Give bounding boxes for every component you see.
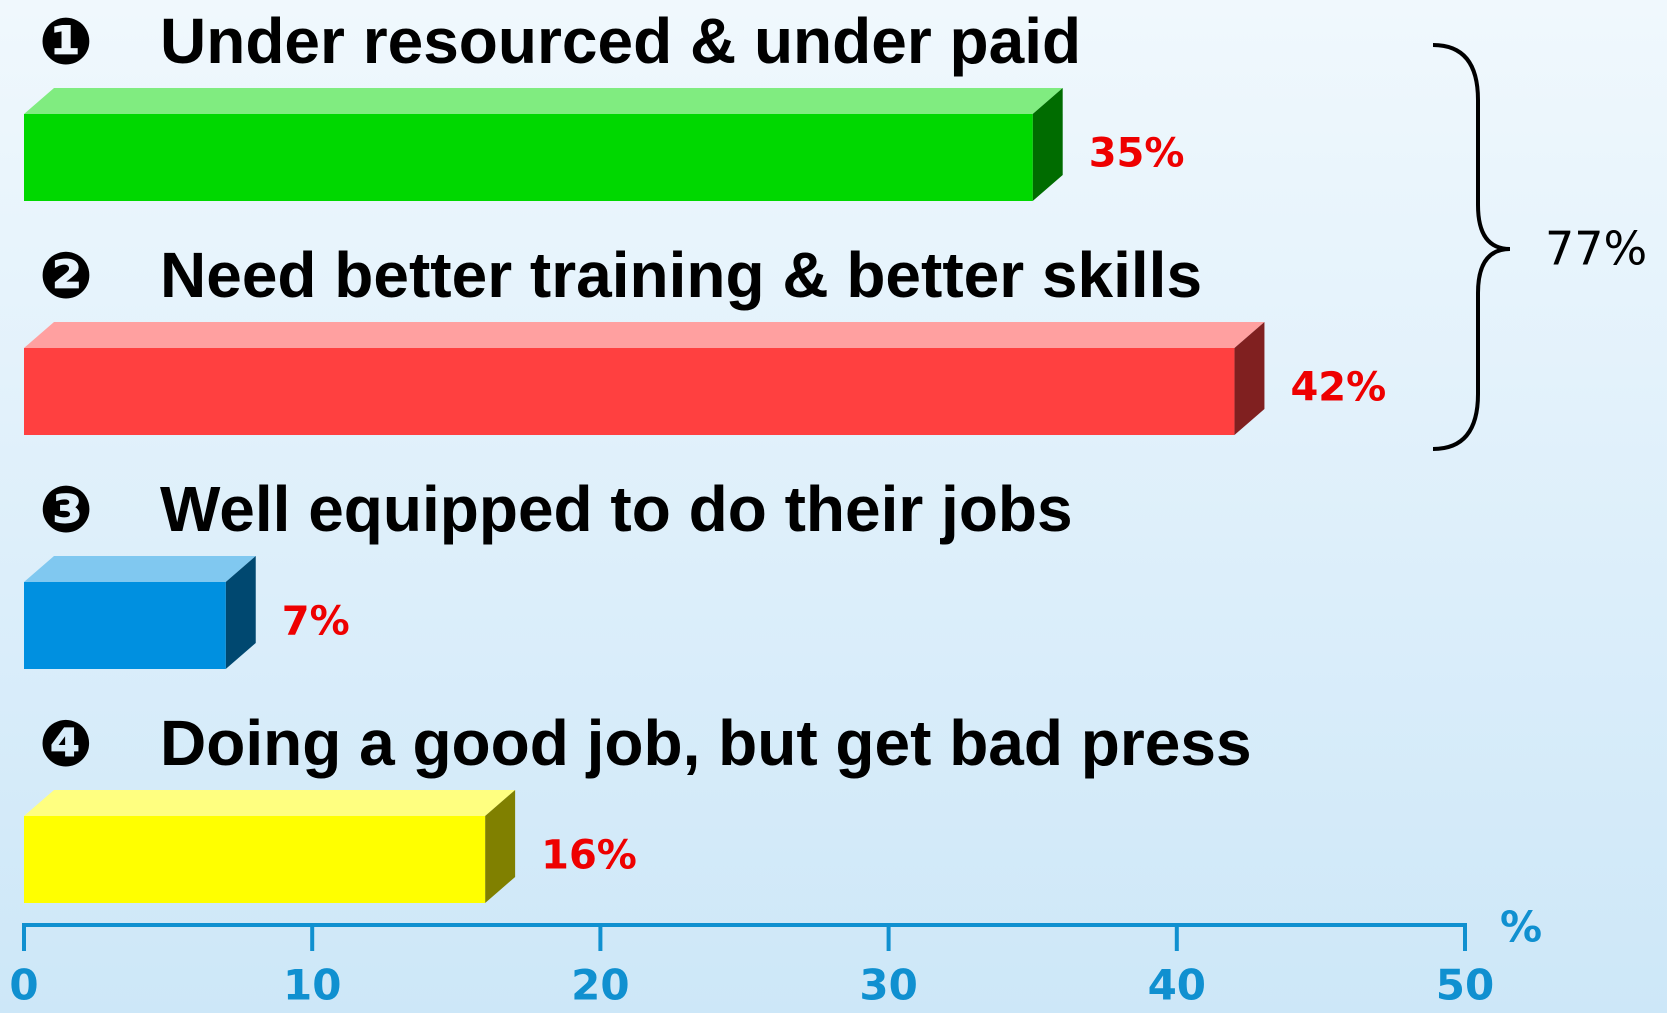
- bar: [24, 790, 516, 903]
- bar-front: [24, 582, 226, 669]
- bar: [24, 556, 256, 669]
- value-label: 7%: [282, 599, 350, 645]
- bar-top: [24, 322, 1265, 348]
- bar-top: [24, 88, 1063, 114]
- axis-label: %: [1500, 903, 1542, 952]
- x-tick-label: 40: [1148, 961, 1206, 1010]
- annotation: 77%: [1545, 222, 1647, 276]
- value-label: 42%: [1290, 365, 1386, 411]
- category-marker: ❸: [39, 474, 93, 548]
- x-tick-label: 50: [1436, 961, 1494, 1010]
- category-label: Need better training & better skills: [160, 239, 1202, 311]
- value-label: 16%: [541, 833, 637, 879]
- x-tick-label: 10: [283, 961, 341, 1010]
- x-tick-label: 20: [571, 961, 629, 1010]
- bar: [24, 322, 1265, 435]
- bracket: [1432, 43, 1511, 451]
- x-tick-label: 0: [9, 961, 38, 1010]
- bar-side: [485, 790, 516, 903]
- bar-front: [24, 348, 1235, 435]
- bar-top: [24, 556, 256, 582]
- category-marker: ❹: [39, 708, 93, 782]
- bar-front: [24, 816, 486, 903]
- bar-side: [1032, 88, 1063, 201]
- category-marker: ❶: [39, 6, 93, 80]
- category-marker: ❷: [39, 240, 93, 314]
- category-label: Doing a good job, but get bad press: [160, 707, 1252, 779]
- value-label: 35%: [1089, 131, 1185, 177]
- bar-front: [24, 114, 1033, 201]
- bar: [24, 88, 1063, 201]
- category-label: Well equipped to do their jobs: [160, 473, 1073, 545]
- x-tick-label: 30: [859, 961, 917, 1010]
- category-label: Under resourced & under paid: [160, 5, 1081, 77]
- bar-side: [1234, 322, 1265, 435]
- bar-side: [225, 556, 256, 669]
- bar-top: [24, 790, 516, 816]
